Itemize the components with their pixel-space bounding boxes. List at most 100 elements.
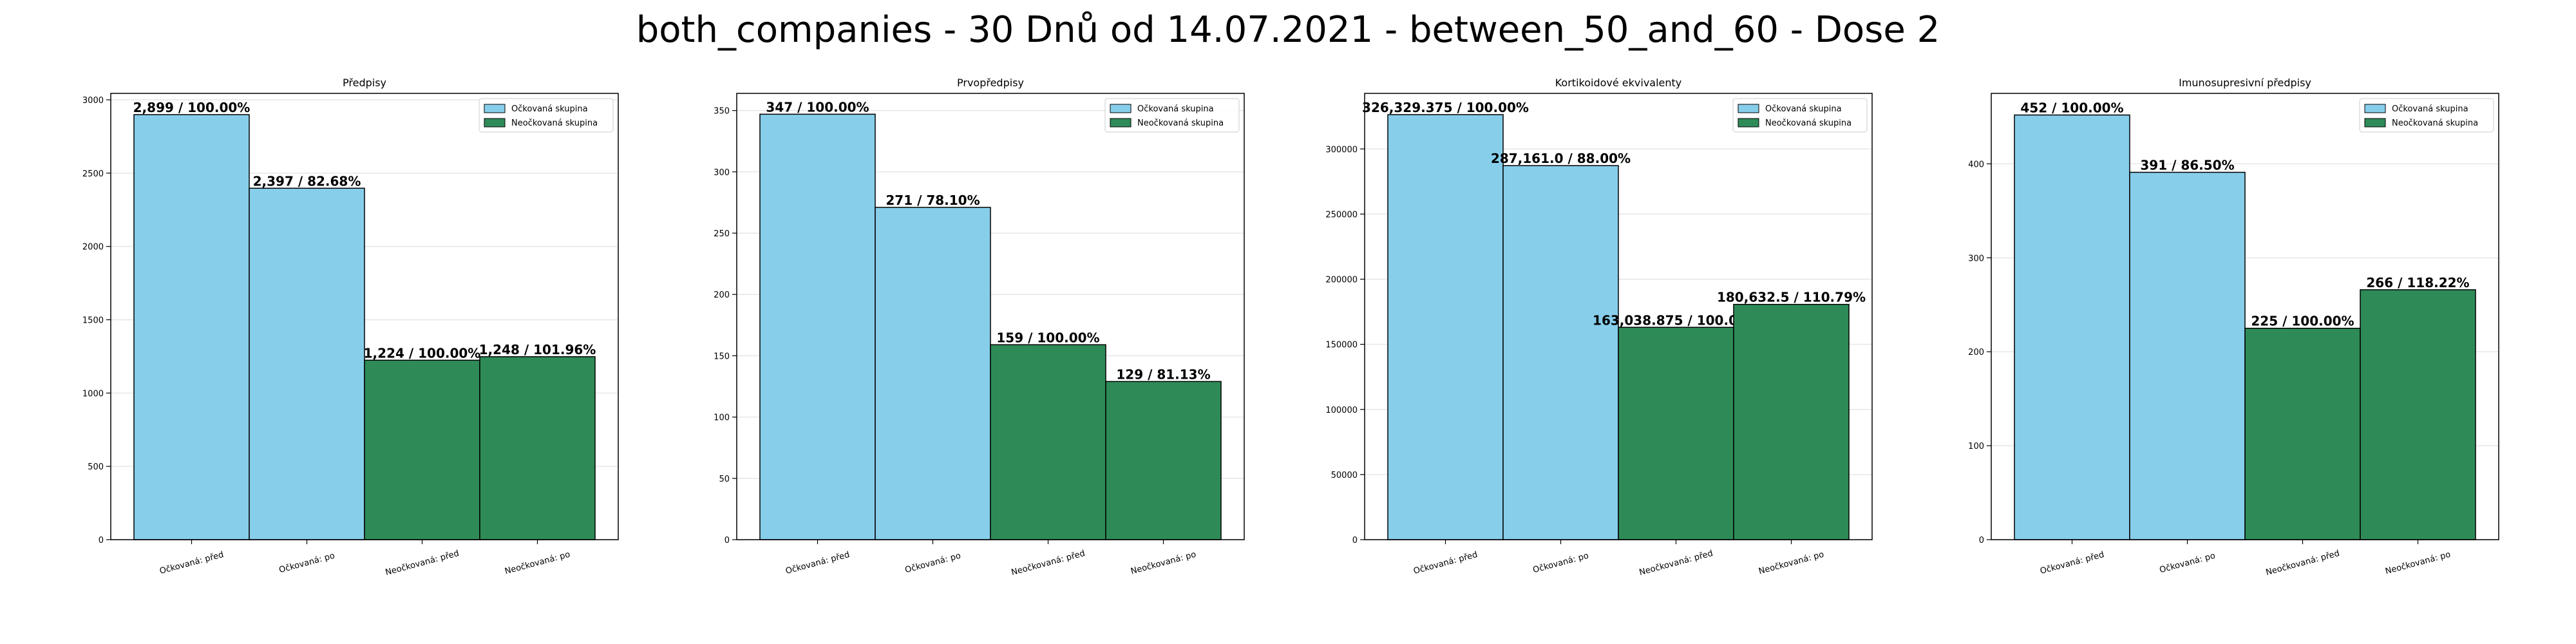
- bar-4: [2360, 289, 2476, 540]
- bar-4: [1733, 303, 1850, 540]
- y-tick-label: 100: [1968, 442, 1984, 451]
- y-tick-label: 0: [99, 536, 104, 545]
- legend-swatch: [484, 118, 506, 128]
- legend: Očkovaná skupina Neočkovaná skupina: [1732, 98, 1868, 133]
- data-label: 266 / 118.22%: [2366, 275, 2469, 290]
- bar-1: [759, 113, 876, 540]
- legend-label: Neočkovaná skupina: [511, 118, 598, 128]
- chart-4: Imunosupresivní předpisy 0 100 200 300 400 452…: [1968, 77, 2499, 578]
- axes-frame: [110, 93, 619, 540]
- y-tick-label: 100: [714, 413, 730, 423]
- y-tick-label: 100000: [1325, 406, 1358, 415]
- chart-title: Imunosupresivní předpisy: [2179, 77, 2311, 89]
- legend-swatch: [484, 104, 506, 113]
- figure-title: both_companies - 30 Dnů od 14.07.2021 - …: [636, 9, 1940, 51]
- legend-label: Neočkovaná skupina: [2392, 118, 2478, 128]
- bar-3: [990, 344, 1106, 540]
- data-label: 2,397 / 82.68%: [253, 173, 361, 189]
- y-tick-label: 0: [724, 536, 730, 545]
- chart-3: Kortikoidové ekvivalenty 0 50000 100000 1500…: [1325, 77, 1873, 578]
- legend-swatch: [2364, 118, 2386, 128]
- chart-2: Prvopředpisy 0 50 100 150 200 250 300 350 347 / 1…: [714, 77, 1245, 578]
- y-tick-label: 1500: [82, 316, 104, 326]
- legend-label: Neočkovaná skupina: [1765, 118, 1852, 128]
- legend-swatch: [1738, 104, 1759, 113]
- legend-label: Neočkovaná skupina: [1137, 118, 1224, 128]
- axes-frame: [1364, 93, 1873, 540]
- data-label: 180,632.5 / 110.79%: [1717, 290, 1866, 305]
- data-label: 1,248 / 101.96%: [479, 342, 596, 357]
- legend-label: Očkovaná skupina: [2392, 104, 2468, 114]
- bar-1: [133, 114, 250, 540]
- x-tick-label: Očkovaná: po: [2159, 551, 2217, 576]
- y-tick-label: 350: [714, 107, 730, 117]
- x-tick-label: Neočkovaná: po: [504, 550, 571, 577]
- legend: Očkovaná skupina Neočkovaná skupina: [1104, 98, 1240, 133]
- data-label: 326,329.375 / 100.00%: [1362, 100, 1529, 115]
- y-tick-label: 250000: [1325, 210, 1358, 220]
- data-label: 347 / 100.00%: [766, 99, 869, 115]
- data-label: 1,224 / 100.00%: [364, 345, 481, 361]
- data-label: 225 / 100.00%: [2251, 314, 2354, 329]
- y-tick-label: 150000: [1325, 341, 1358, 350]
- bar-1: [1387, 114, 1504, 540]
- chart-title: Předpisy: [343, 77, 386, 89]
- y-tick-label: 250: [714, 229, 730, 239]
- y-tick-label: 300: [714, 168, 730, 178]
- data-label: 287,161.0 / 88.00%: [1491, 151, 1631, 166]
- bar-4: [1105, 381, 1222, 540]
- x-tick-label: Neočkovaná: před: [2265, 549, 2341, 578]
- y-tick-label: 0: [1352, 536, 1358, 545]
- y-tick-label: 300000: [1325, 145, 1358, 155]
- bar-2: [1502, 165, 1619, 540]
- y-tick-label: 200000: [1325, 276, 1358, 285]
- y-tick-label: 50000: [1331, 471, 1358, 480]
- axes-frame: [1991, 93, 2499, 540]
- legend-label: Očkovaná skupina: [511, 104, 588, 114]
- x-tick-label: Neočkovaná: po: [1130, 550, 1197, 577]
- legend-swatch: [1110, 104, 1132, 113]
- x-tick-label: Očkovaná: před: [158, 550, 225, 576]
- x-tick-label: Očkovaná: před: [2039, 550, 2105, 576]
- bar-2: [249, 187, 365, 540]
- legend-label: Očkovaná skupina: [1137, 104, 1214, 114]
- legend-swatch: [1110, 118, 1132, 128]
- x-tick-label: Očkovaná: po: [904, 551, 962, 576]
- bar-3: [2244, 327, 2361, 540]
- x-tick-label: Neočkovaná: po: [1757, 550, 1825, 577]
- data-label: 129 / 81.13%: [1116, 366, 1210, 382]
- y-tick-label: 1000: [82, 389, 104, 399]
- y-tick-label: 200: [714, 290, 730, 300]
- y-tick-label: 500: [88, 462, 104, 472]
- y-tick-label: 400: [1968, 160, 1984, 169]
- x-tick-label: Očkovaná: po: [278, 551, 336, 576]
- data-label: 159 / 100.00%: [996, 330, 1099, 345]
- x-tick-label: Očkovaná: před: [1412, 550, 1479, 576]
- legend: Očkovaná skupina Neočkovaná skupina: [2359, 98, 2494, 133]
- y-tick-label: 50: [719, 475, 730, 484]
- x-tick-label: Neočkovaná: před: [1010, 549, 1086, 578]
- bar-1: [2014, 114, 2130, 540]
- bar-4: [479, 356, 596, 540]
- legend-box: [1104, 98, 1240, 133]
- y-tick-label: 150: [714, 352, 730, 361]
- legend-swatch: [2364, 104, 2386, 113]
- data-label: 271 / 78.10%: [886, 193, 980, 208]
- bar-2: [2129, 171, 2246, 540]
- data-label: 2,899 / 100.00%: [133, 100, 251, 115]
- y-tick-label: 2500: [82, 169, 104, 179]
- y-tick-label: 300: [1968, 254, 1984, 263]
- bar-2: [875, 207, 991, 540]
- legend: Očkovaná skupina Neočkovaná skupina: [478, 98, 614, 133]
- x-tick-label: Očkovaná: před: [784, 550, 851, 576]
- bar-3: [1618, 327, 1734, 540]
- data-label: 452 / 100.00%: [2020, 100, 2123, 116]
- x-tick-label: Neočkovaná: po: [2384, 550, 2452, 577]
- chart-title: Prvopředpisy: [957, 77, 1024, 89]
- chart-1: Předpisy 0 500 1000 1500 2000 2500 3000 2,899 / …: [82, 77, 619, 578]
- x-tick-label: Očkovaná: po: [1532, 551, 1590, 576]
- y-tick-label: 2000: [82, 243, 104, 252]
- y-tick-label: 3000: [82, 96, 104, 106]
- y-tick-label: 200: [1968, 348, 1984, 357]
